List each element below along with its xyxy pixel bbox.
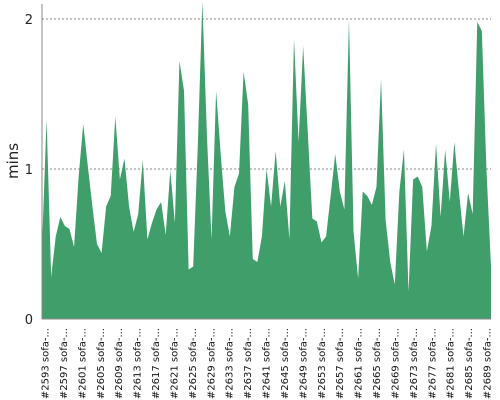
x-tick-label: #2613 sofa-... [133,328,144,399]
x-tick-label: #2601 sofa-... [77,328,88,399]
series-area [42,1,491,319]
x-tick-label: #2685 sofa-... [464,328,475,399]
x-tick-label: #2657 sofa-... [335,328,346,399]
y-tick-labels: 0 1 2 [25,13,33,328]
x-tick-label: #2665 sofa-... [372,328,383,399]
x-tick-label: #2653 sofa-... [317,328,328,399]
x-tick-label: #2629 sofa-... [206,328,217,399]
x-tick-label: #2681 sofa-... [446,328,457,399]
series-layer [42,1,491,319]
x-tick-label: #2641 sofa-... [262,328,273,399]
x-tick-label: #2661 sofa-... [354,328,365,399]
x-tick-label: #2597 sofa-... [59,328,70,399]
y-axis-title: mins [4,143,22,179]
x-tick-label: #2645 sofa-... [280,328,291,399]
y-tick-label: 2 [25,13,33,28]
x-tick-label: #2633 sofa-... [225,328,236,399]
x-tick-label: #2677 sofa-... [427,328,438,399]
x-tick-label: #2605 sofa-... [96,328,107,399]
x-tick-label: #2617 sofa-... [151,328,162,399]
x-tick-label: #2621 sofa-... [169,328,180,399]
x-tick-label: #2637 sofa-... [243,328,254,399]
y-tick-label: 1 [25,163,33,178]
axes [41,4,491,320]
y-tick-label: 0 [25,313,33,328]
x-tick-labels: #2593 sofa-... #2597 sofa-... #2601 sofa-.… [41,328,494,399]
x-tick-label: #2669 sofa-... [390,328,401,399]
x-tick-label: #2689 sofa-... [483,328,494,399]
x-tick-label: #2609 sofa-... [114,328,125,399]
x-tick-label: #2593 sofa-... [41,328,52,399]
x-tick-label: #2625 sofa-... [188,328,199,399]
grid-lines [42,18,491,170]
x-tick-label: #2649 sofa-... [298,328,309,399]
x-tick-label: #2673 sofa-... [409,328,420,399]
